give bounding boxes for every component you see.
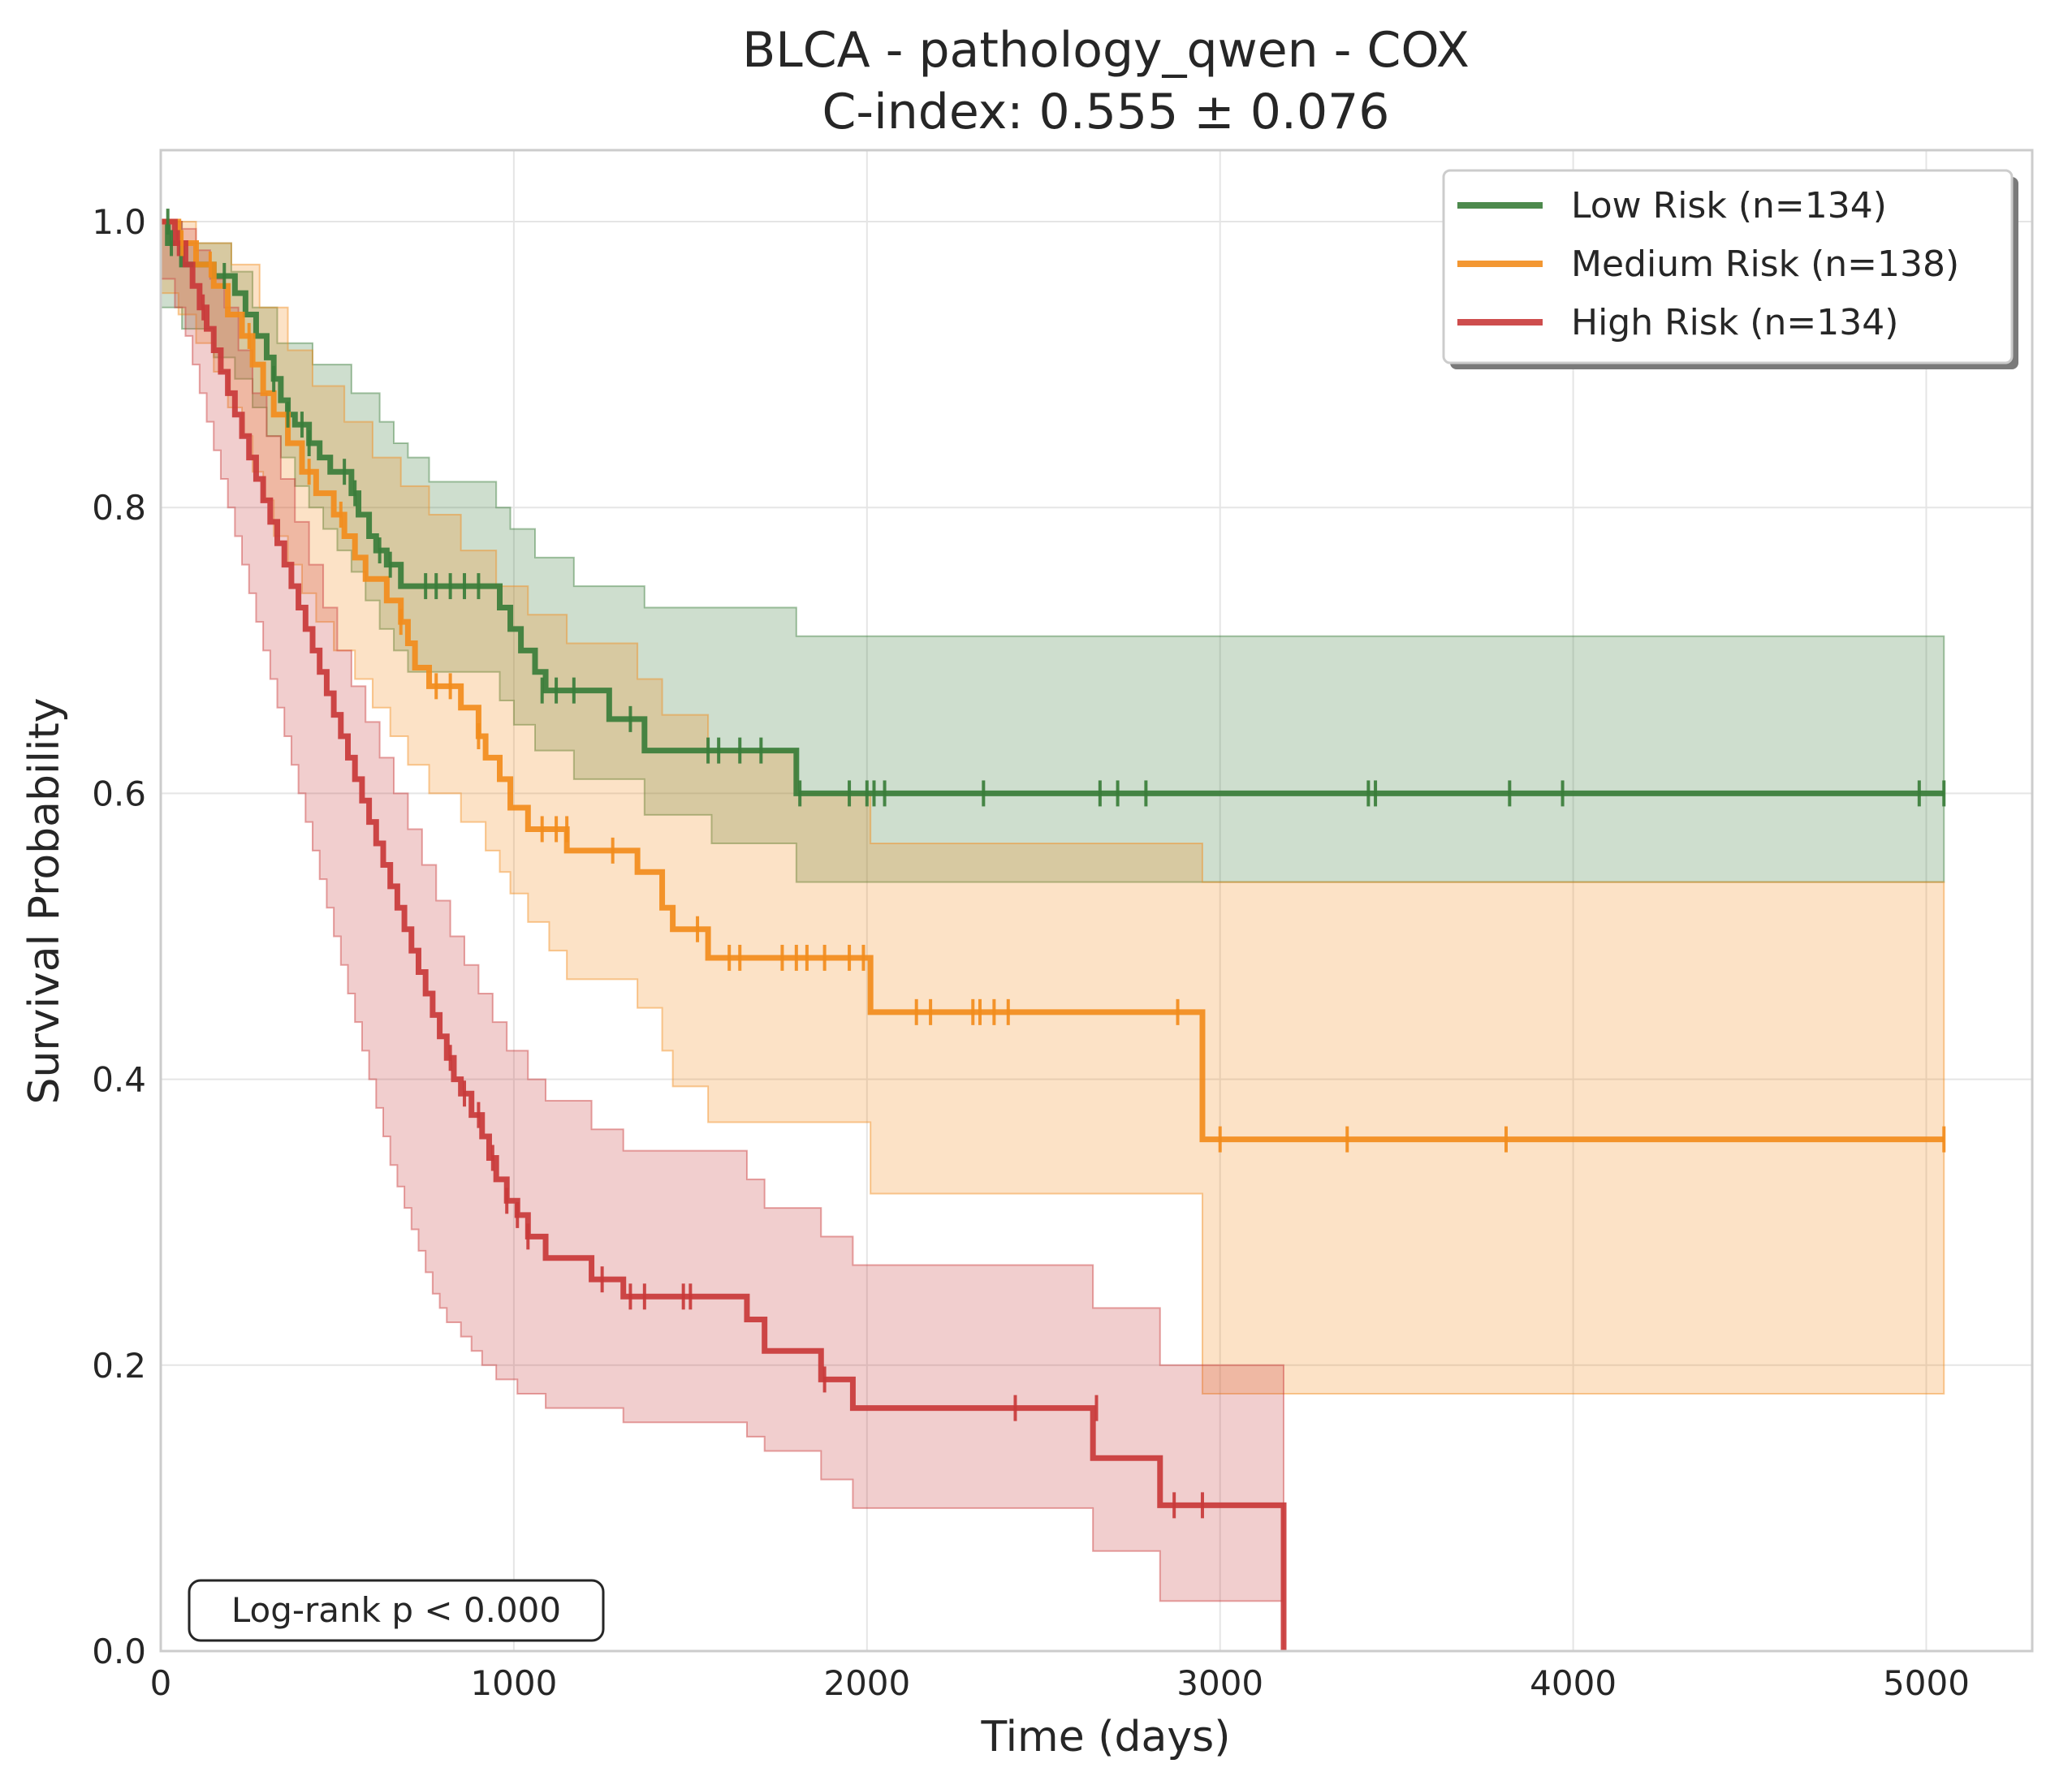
censor-marks — [166, 209, 1946, 1519]
y-tick-label-0.6: 0.6 — [92, 774, 146, 813]
legend-label-medium-risk: Medium Risk (n=138) — [1571, 244, 1959, 285]
legend-label-high-risk: High Risk (n=134) — [1571, 302, 1898, 343]
x-axis-label: Time (days) — [980, 1713, 1230, 1761]
legend-box — [1442, 169, 2014, 364]
logrank-annotation: Log-rank p < 0.000 — [188, 1579, 605, 1642]
legend: Low Risk (n=134) Medium Risk (n=138) Hig… — [1442, 169, 2018, 369]
ci-band-medium-risk — [160, 221, 1945, 1395]
y-tick-label-1.0: 1.0 — [92, 202, 146, 242]
y-tick-label-0.8: 0.8 — [92, 488, 146, 528]
chart-title: BLCA - pathology_qwen - COX — [742, 22, 1470, 79]
y-axis-ticks: 0.0 0.2 0.4 0.6 0.8 1.0 — [92, 202, 146, 1671]
survival-line-high-risk — [161, 218, 1287, 1651]
x-tick-label-3000: 3000 — [1176, 1663, 1263, 1703]
x-tick-label-4000: 4000 — [1530, 1663, 1617, 1703]
y-tick-label-0.4: 0.4 — [92, 1060, 146, 1100]
plot-area — [159, 149, 2034, 1653]
legend-label-low-risk: Low Risk (n=134) — [1571, 185, 1887, 226]
ci-band-high-risk — [160, 221, 1284, 1651]
x-tick-label-2000: 2000 — [823, 1663, 910, 1703]
y-tick-label-0.2: 0.2 — [92, 1346, 146, 1386]
logrank-text: Log-rank p < 0.000 — [231, 1590, 561, 1630]
y-axis-label: Survival Probability — [20, 697, 69, 1104]
plot-frame — [159, 149, 2034, 1653]
x-axis-ticks: 0 1000 2000 3000 4000 5000 — [150, 1663, 1970, 1703]
y-tick-label-0.0: 0.0 — [92, 1632, 146, 1671]
x-tick-label-0: 0 — [150, 1663, 172, 1703]
survival-line-low-risk — [161, 218, 1945, 796]
chart-subtitle: C-index: 0.555 ± 0.076 — [822, 84, 1390, 140]
logrank-box — [188, 1579, 605, 1642]
x-tick-label-1000: 1000 — [470, 1663, 557, 1703]
x-tick-label-5000: 5000 — [1883, 1663, 1970, 1703]
